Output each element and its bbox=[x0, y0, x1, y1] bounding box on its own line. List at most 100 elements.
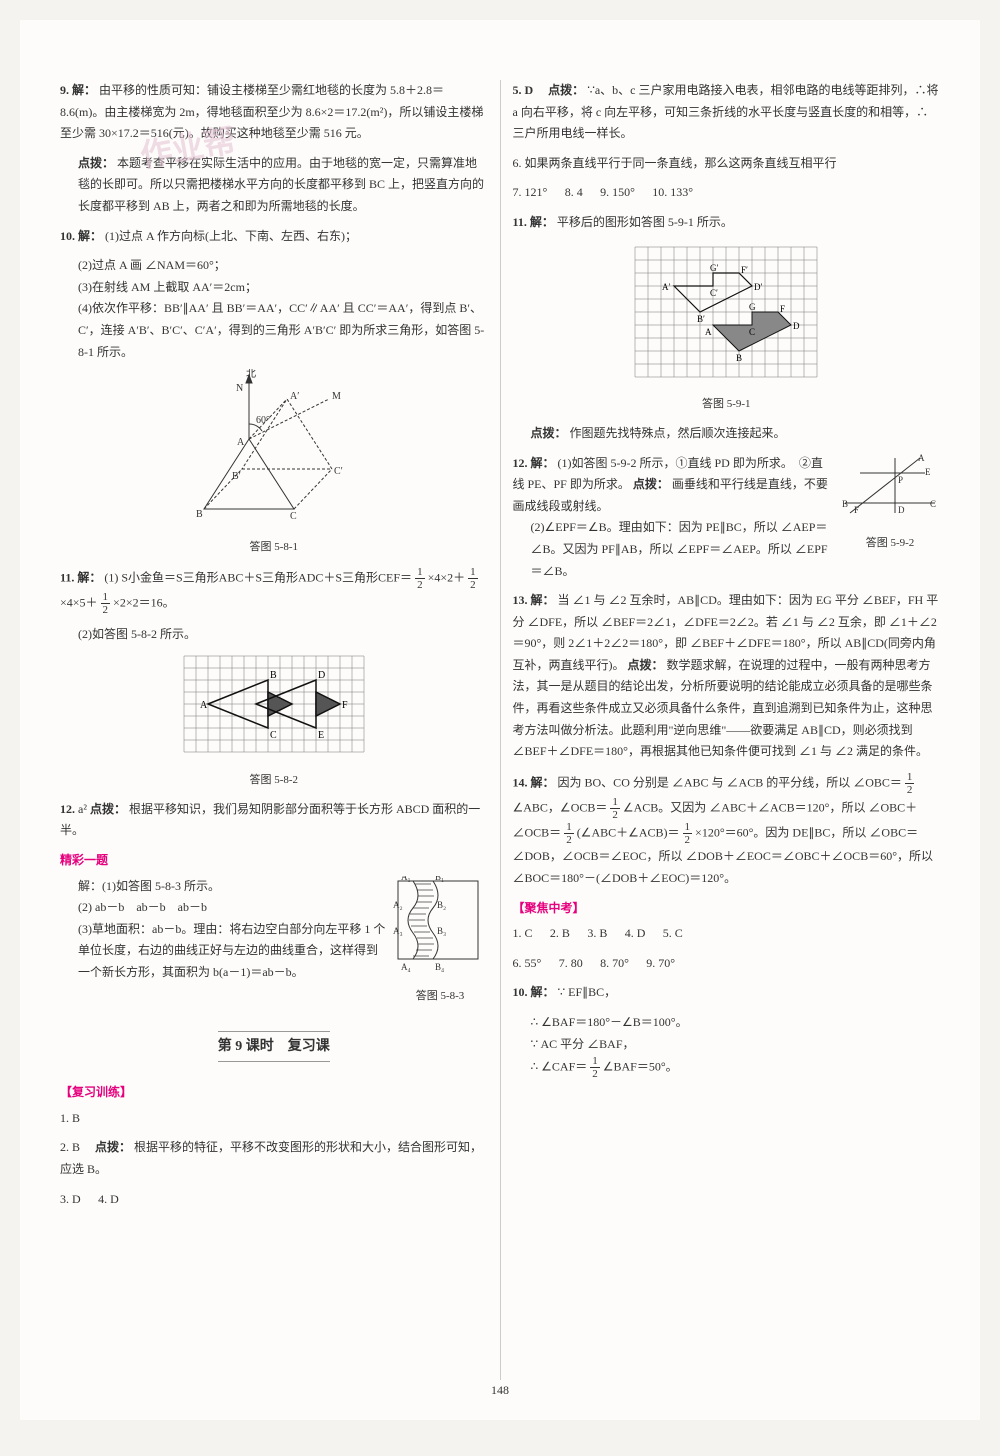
q9-hint: 点拨： 本题考查平移在实际生活中的应用。由于地毯的宽一定，只需算准地毯的长即可。… bbox=[60, 153, 488, 218]
frac: 12 bbox=[590, 1055, 600, 1080]
r-q11-head: 11. 解： bbox=[513, 215, 554, 229]
svg-text:B: B bbox=[196, 509, 203, 520]
r-q8: 8. 4 bbox=[565, 185, 583, 199]
zk10-l3: ∵ AC 平分 ∠BAF， bbox=[513, 1034, 941, 1056]
svg-text:B: B bbox=[842, 499, 848, 509]
svg-text:A: A bbox=[705, 327, 712, 337]
r-q12-head: 12. 解： bbox=[513, 456, 555, 470]
q11-p1c: ×4×5＋ bbox=[60, 595, 98, 609]
r-q11: 11. 解： 平移后的图形如答图 5-9-1 所示。 bbox=[513, 212, 941, 234]
svg-text:A: A bbox=[918, 453, 925, 463]
column-divider bbox=[500, 80, 501, 1380]
svg-text:C: C bbox=[749, 327, 755, 337]
svg-text:F′: F′ bbox=[741, 265, 748, 275]
svg-text:B′: B′ bbox=[697, 314, 705, 324]
svg-text:A: A bbox=[237, 437, 245, 448]
svg-text:D: D bbox=[898, 505, 905, 515]
q11-p1b: ×4×2＋ bbox=[428, 570, 466, 584]
r-q14-p5: ×120°＝60°。因为 DE∥BC，所以 ∠OBC＝∠DOB，∠OCB＝∠EO… bbox=[513, 826, 934, 885]
r-q5: 5. D 点拨： ∵a、b、c 三户家用电路接入电表，相邻电路的电线等距排列，∴… bbox=[513, 80, 941, 145]
zk10-l1: ∵ EF∥BC， bbox=[558, 985, 617, 999]
r-q14-p2: ∠ABC，∠OCB＝ bbox=[513, 800, 608, 814]
fig-5-8-2: ABCDEF bbox=[60, 651, 488, 765]
q11-p1d: ×2×2＝16。 bbox=[113, 595, 175, 609]
zk10-l4a: ∴ ∠CAF＝ bbox=[531, 1060, 588, 1074]
q10-l1: (1)过点 A 作方向标(上北、下南、左西、右东)； bbox=[105, 229, 357, 243]
svg-text:北: 北 bbox=[246, 369, 256, 380]
r-q13-hint: 数学题求解，在说理的过程中，一般有两种思考方法，其一是从题目的结论出发，分析所要… bbox=[513, 658, 933, 758]
svg-text:D: D bbox=[318, 670, 325, 681]
q11-head: 11. 解： bbox=[60, 570, 101, 584]
r-q13-head: 13. 解： bbox=[513, 593, 555, 607]
frac: 12 bbox=[564, 821, 574, 846]
fig-5-9-2-cap: 答图 5-9-2 bbox=[840, 534, 940, 554]
zk10-head: 10. 解： bbox=[513, 985, 555, 999]
q12-head: 12. bbox=[60, 802, 78, 816]
svg-text:B: B bbox=[736, 353, 742, 363]
r-q10: 10. 133° bbox=[652, 185, 693, 199]
svg-text:A′: A′ bbox=[290, 391, 299, 402]
q9: 9. 解： 由平移的性质可知：铺设主楼梯至少需红地毯的长度为 5.8＋2.8＝8… bbox=[60, 80, 488, 145]
svg-text:G′: G′ bbox=[710, 263, 718, 273]
a1: 1. B bbox=[60, 1108, 488, 1130]
page-number: 148 bbox=[491, 1380, 509, 1402]
r-q11-hint: 点拨： 作图题先找特殊点，然后顺次连接起来。 bbox=[513, 423, 941, 445]
r-q7: 7. 121° bbox=[513, 185, 548, 199]
svg-text:C: C bbox=[290, 511, 297, 522]
r-q11-body: 平移后的图形如答图 5-9-1 所示。 bbox=[557, 215, 733, 229]
fig-5-8-1: 北 N M A A′ B B′ C C′ 60° bbox=[60, 369, 488, 532]
svg-text:B₂: B₂ bbox=[437, 900, 446, 910]
svg-text:M: M bbox=[332, 391, 341, 402]
zk8: 8. 70° bbox=[600, 956, 629, 970]
zk2: 2. B bbox=[550, 926, 570, 940]
hint-label: 点拨： bbox=[90, 802, 126, 816]
zk3: 3. B bbox=[587, 926, 607, 940]
svg-text:C: C bbox=[270, 730, 277, 741]
zk7: 7. 80 bbox=[559, 956, 583, 970]
a2: 2. B 点拨： 根据平移的特征，平移不改变图形的形状和大小，结合图形可知，应选… bbox=[60, 1137, 488, 1180]
r-q9: 9. 150° bbox=[600, 185, 635, 199]
q10-head: 10. 解： bbox=[60, 229, 102, 243]
svg-text:E: E bbox=[318, 730, 324, 741]
zk5: 5. C bbox=[663, 926, 683, 940]
svg-text:A₄: A₄ bbox=[401, 962, 411, 972]
zk-row2: 6. 55° 7. 80 8. 70° 9. 70° bbox=[513, 953, 941, 975]
svg-text:C′: C′ bbox=[334, 466, 343, 477]
svg-text:D: D bbox=[793, 321, 800, 331]
q11: 11. 解： (1) S小金鱼＝S三角形ABC＋S三角形ADC＋S三角形CEF＝… bbox=[60, 566, 488, 616]
svg-text:B₄: B₄ bbox=[435, 962, 444, 972]
svg-text:C′: C′ bbox=[710, 288, 718, 298]
svg-text:A₁: A₁ bbox=[401, 876, 411, 882]
q12: 12. a² 点拨： 根据平移知识，我们易知阴影部分面积等于长方形 ABCD 面… bbox=[60, 799, 488, 842]
zk1: 1. C bbox=[513, 926, 533, 940]
q11-l2: (2)如答图 5-8-2 所示。 bbox=[60, 624, 488, 646]
svg-text:B′: B′ bbox=[232, 471, 241, 482]
svg-text:A₃: A₃ bbox=[393, 926, 403, 936]
hint-label: 点拨： bbox=[78, 156, 114, 170]
frac: 12 bbox=[468, 566, 478, 591]
svg-text:E: E bbox=[925, 467, 931, 477]
q10-l2: (2)过点 A 画 ∠NAM＝60°； bbox=[60, 255, 488, 277]
svg-text:60°: 60° bbox=[256, 415, 270, 426]
r-q14-p1: 因为 BO、CO 分别是 ∠ABC 与 ∠ACB 的平分线，所以 ∠OBC＝ bbox=[558, 775, 902, 789]
jcyt-body: A₁B₁ A₂B₂ A₃B₃ A₄B₄ 答图 5-8-3 解：(1)如答图 5-… bbox=[60, 876, 488, 1019]
q10-l3: (3)在射线 AM 上截取 AA′＝2cm； bbox=[60, 277, 488, 299]
svg-text:D′: D′ bbox=[754, 282, 762, 292]
svg-text:C: C bbox=[930, 499, 936, 509]
svg-text:F: F bbox=[780, 304, 785, 314]
zk10: 10. 解： ∵ EF∥BC， bbox=[513, 982, 941, 1004]
zk-row1: 1. C 2. B 3. B 4. D 5. C bbox=[513, 923, 941, 945]
zk10-l2: ∴ ∠BAF＝180°－∠B＝100°。 bbox=[513, 1012, 941, 1034]
q11-p1a: (1) S小金鱼＝S三角形ABC＋S三角形ADC＋S三角形CEF＝ bbox=[104, 570, 412, 584]
q10: 10. 解： (1)过点 A 作方向标(上北、下南、左西、右东)； bbox=[60, 226, 488, 248]
a34: 3. D 4. D bbox=[60, 1189, 488, 1211]
svg-text:B₁: B₁ bbox=[435, 876, 444, 882]
svg-text:P: P bbox=[898, 475, 903, 485]
a4: 4. D bbox=[98, 1192, 119, 1206]
fig-5-8-3-cap: 答图 5-8-3 bbox=[393, 987, 488, 1007]
q9-head: 9. 解： bbox=[60, 83, 96, 97]
page: 作业帮 9. 解： 由平移的性质可知：铺设主楼梯至少需红地毯的长度为 5.8＋2… bbox=[20, 20, 980, 1420]
right-column: 5. D 点拨： ∵a、b、c 三户家用电路接入电表，相邻电路的电线等距排列，∴… bbox=[513, 80, 941, 1380]
svg-text:A₂: A₂ bbox=[393, 900, 403, 910]
fig-5-8-1-cap: 答图 5-8-1 bbox=[60, 538, 488, 558]
